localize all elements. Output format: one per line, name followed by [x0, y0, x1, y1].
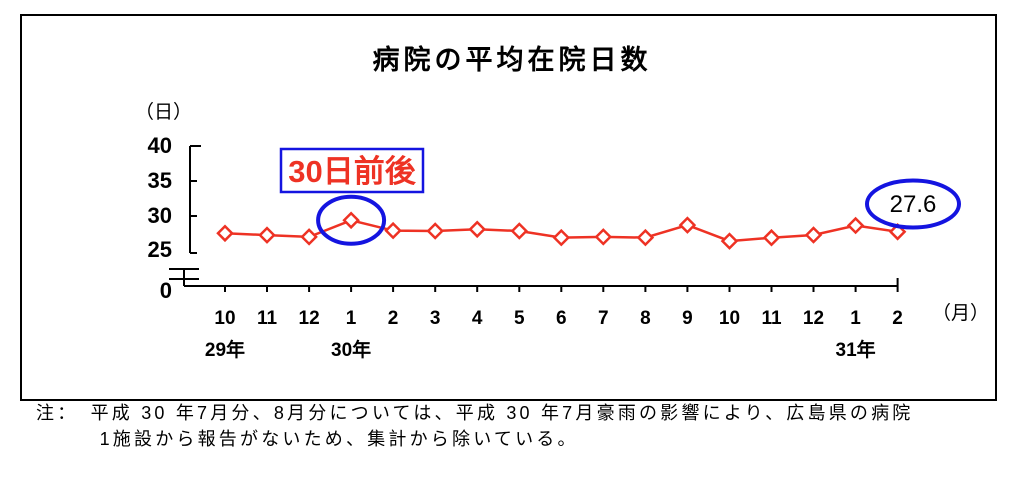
svg-text:（月）: （月）	[932, 302, 989, 324]
svg-text:27.6: 27.6	[890, 191, 937, 218]
svg-text:6: 6	[556, 308, 567, 329]
svg-text:11: 11	[257, 308, 278, 329]
svg-text:7: 7	[598, 308, 609, 329]
svg-text:10: 10	[719, 308, 740, 329]
svg-text:2: 2	[892, 308, 903, 329]
svg-text:40: 40	[148, 133, 172, 158]
svg-text:9: 9	[682, 308, 693, 329]
svg-text:31年: 31年	[836, 338, 876, 361]
svg-text:35: 35	[148, 168, 172, 193]
svg-text:5: 5	[514, 308, 525, 329]
svg-text:1: 1	[850, 308, 861, 329]
svg-text:25: 25	[148, 237, 172, 262]
svg-text:10: 10	[214, 308, 235, 329]
svg-text:2: 2	[388, 308, 399, 329]
svg-text:1: 1	[346, 308, 357, 329]
svg-text:30: 30	[148, 203, 172, 228]
svg-text:12: 12	[803, 308, 824, 329]
svg-text:30日前後: 30日前後	[288, 154, 416, 189]
svg-text:（日）: （日）	[135, 101, 192, 123]
svg-text:30年: 30年	[331, 338, 371, 361]
svg-text:29年: 29年	[205, 338, 245, 361]
svg-text:12: 12	[299, 308, 320, 329]
svg-text:4: 4	[472, 308, 483, 329]
svg-text:3: 3	[430, 308, 441, 329]
svg-text:11: 11	[761, 308, 782, 329]
svg-text:0: 0	[160, 278, 172, 303]
svg-text:8: 8	[640, 308, 651, 329]
